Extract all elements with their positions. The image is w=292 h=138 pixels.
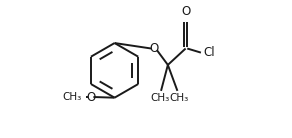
Text: Cl: Cl [203, 46, 215, 59]
Text: O: O [181, 6, 190, 18]
Text: CH₃: CH₃ [169, 93, 188, 103]
Text: O: O [150, 42, 159, 55]
Text: CH₃: CH₃ [150, 93, 170, 103]
Text: O: O [86, 91, 95, 104]
Text: CH₃: CH₃ [62, 92, 81, 102]
